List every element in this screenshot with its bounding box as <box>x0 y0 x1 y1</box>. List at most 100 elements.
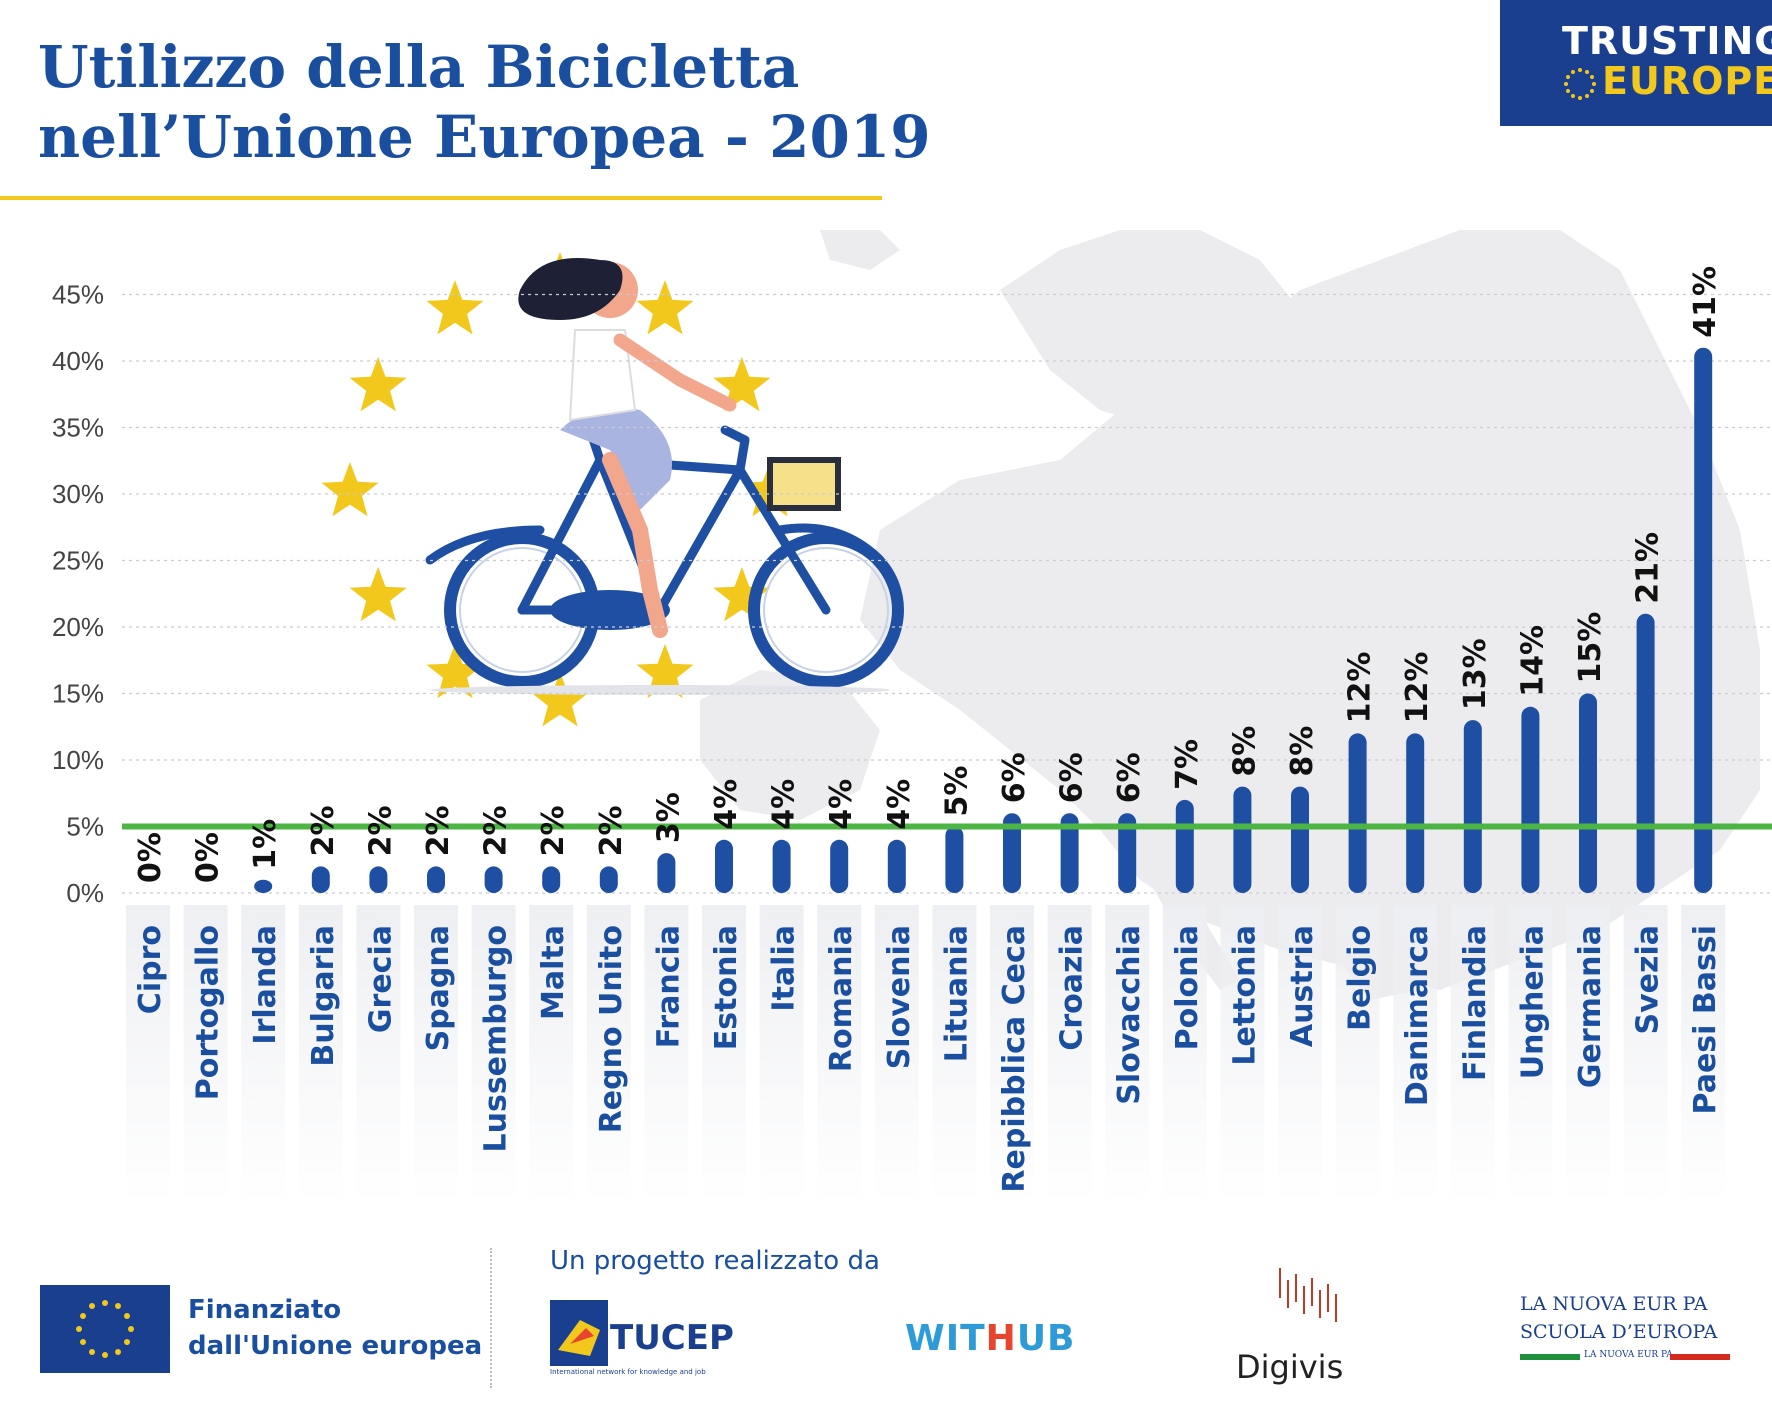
category-bg-9 <box>586 905 631 1205</box>
category-label: Grecia <box>363 925 398 1033</box>
bar <box>311 866 330 893</box>
withub-part-1: WIT <box>905 1318 986 1359</box>
eu-star-9 <box>349 567 407 622</box>
bar-chart: 0% 5% 10% 15% 20% 25% 30% 35% 40% 45% 0% 0% 1% 2% 2% 2… <box>52 230 1772 1205</box>
value-label: 12% <box>1400 652 1435 724</box>
digivis-mark-icon <box>1279 1268 1337 1322</box>
category-bg-25 <box>1508 905 1553 1205</box>
value-label: 6% <box>997 752 1032 803</box>
italian-flag-stripe <box>1520 1354 1730 1360</box>
category-bg-24 <box>1450 905 1495 1205</box>
category-bg-28 <box>1681 905 1726 1205</box>
category-bg-18 <box>1105 905 1150 1205</box>
bar <box>1003 813 1021 893</box>
bar <box>1406 733 1425 893</box>
eu-star-7 <box>531 672 589 727</box>
category-label: Polonia <box>1170 925 1205 1050</box>
digivis-wordmark: Digivis <box>1236 1348 1344 1386</box>
nuova-europa-small: LA NUOVA EUR PA <box>1584 1350 1673 1360</box>
y-axis-tick-labels: 0% 5% 10% 15% 20% 25% 30% 35% 40% 45% <box>52 280 104 909</box>
bar <box>1118 813 1137 893</box>
category-label: Regno Unito <box>594 925 629 1133</box>
bar <box>1175 799 1194 893</box>
eu-star-5 <box>713 567 771 622</box>
category-bg-14 <box>874 905 919 1205</box>
eu-flag-icon <box>40 1285 170 1373</box>
category-label: Finlandia <box>1458 925 1493 1081</box>
value-labels: 0% 0% 1% 2% 2% 2% 2% 2% 2% 3% 4% 4% 4% 4% 5% 6% 6% 6% 7% 8%… <box>133 266 1723 883</box>
category-label: Cipro <box>133 925 168 1014</box>
value-label: 1% <box>248 819 283 870</box>
bar <box>945 826 964 893</box>
value-label: 2% <box>306 805 341 856</box>
category-label: Italia <box>767 925 802 1012</box>
value-label: 0% <box>191 832 226 883</box>
bar <box>657 853 676 893</box>
title-underline <box>0 196 882 200</box>
bar <box>887 839 906 893</box>
category-bg-8 <box>529 905 574 1205</box>
y-tick-label: 20% <box>52 612 104 642</box>
category-bg-19 <box>1162 905 1207 1205</box>
category-label: Svezia <box>1631 925 1666 1035</box>
value-label: 41% <box>1688 266 1723 338</box>
bar <box>1521 706 1540 893</box>
category-backgrounds <box>126 905 1726 1205</box>
category-label: Slovacchia <box>1112 925 1147 1105</box>
value-label: 2% <box>479 805 514 856</box>
eu-star-11 <box>349 357 407 412</box>
category-label: Austria <box>1285 925 1320 1047</box>
value-label: 4% <box>882 779 917 830</box>
eu-star-10 <box>321 462 379 517</box>
y-tick-label: 15% <box>52 679 104 709</box>
bar <box>1348 733 1367 893</box>
eu-star-6 <box>636 643 694 699</box>
category-label: Estonia <box>709 925 744 1050</box>
value-label: 8% <box>1285 726 1320 777</box>
category-label: Lituania <box>939 925 974 1062</box>
value-label: 7% <box>1170 739 1205 790</box>
tucep-emblem-icon <box>550 1300 608 1366</box>
category-bg-16 <box>990 905 1034 1205</box>
category-bg-27 <box>1623 905 1668 1205</box>
category-label: Lussemburgo <box>479 925 514 1153</box>
bar <box>1579 693 1597 893</box>
value-label: 14% <box>1515 625 1550 697</box>
value-label: 4% <box>824 779 859 830</box>
basket-icon <box>767 457 841 511</box>
category-label: Ungheria <box>1515 925 1550 1079</box>
category-bg-20 <box>1220 905 1265 1205</box>
tucep-logo: TUCEP International network for knowledg… <box>550 1300 734 1382</box>
value-label: 2% <box>536 805 571 856</box>
y-tick-label: 40% <box>52 346 104 376</box>
category-label: Romania <box>824 925 859 1072</box>
category-bg-6 <box>414 905 458 1205</box>
bar <box>369 866 388 893</box>
bar <box>1060 813 1079 893</box>
category-bg-17 <box>1047 905 1092 1205</box>
nuova-europa-line-1: LA NUOVA EUR PA <box>1520 1293 1708 1315</box>
category-bg-2 <box>183 905 228 1205</box>
value-label: 21% <box>1631 532 1666 604</box>
value-label: 12% <box>1343 652 1378 724</box>
category-label: Malta <box>536 925 571 1020</box>
page-title-line-1: Utilizzo della Bicicletta <box>38 33 800 101</box>
footer-divider <box>490 1248 492 1388</box>
category-bg-21 <box>1278 905 1322 1205</box>
category-bg-22 <box>1335 905 1380 1205</box>
bar <box>599 866 618 893</box>
category-label: Bulgaria <box>306 925 341 1067</box>
category-bg-11 <box>702 905 746 1205</box>
category-bg-15 <box>932 905 977 1205</box>
bar <box>715 839 733 893</box>
value-label: 15% <box>1573 612 1608 684</box>
page-title-line-2: nell’Unione Europea - 2019 <box>38 103 931 171</box>
category-bg-5 <box>356 905 401 1205</box>
withub-part-3: UB <box>1016 1318 1076 1359</box>
value-label: 8% <box>1227 726 1262 777</box>
bar <box>1463 720 1482 893</box>
category-label: Portogallo <box>191 925 226 1100</box>
tucep-wordmark: TUCEP <box>610 1318 734 1358</box>
value-label: 2% <box>594 805 629 856</box>
bar <box>542 866 561 893</box>
